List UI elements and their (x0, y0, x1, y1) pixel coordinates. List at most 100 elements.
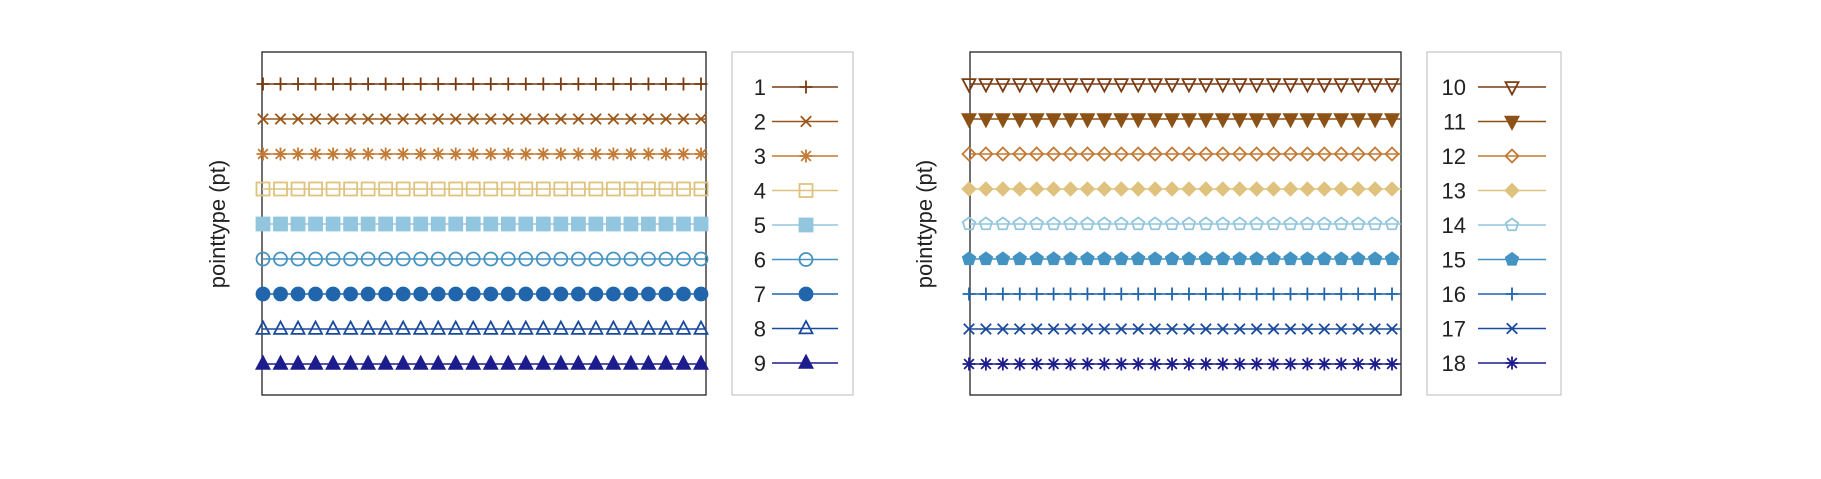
series-point-marker (1283, 216, 1298, 231)
legend-label: 9 (754, 351, 766, 376)
series-point-marker (1013, 287, 1027, 301)
series-point-marker (465, 181, 481, 197)
series-point-marker (553, 286, 569, 302)
series-point-marker (1096, 181, 1113, 197)
series-point-marker (502, 113, 515, 125)
legend-marker (798, 319, 814, 335)
series-point-marker (360, 216, 376, 232)
legend-label: 6 (754, 248, 766, 273)
legend-layer: 10 11 12 13 14 15 16 17 18 (1442, 75, 1546, 376)
series-point-marker (1063, 251, 1078, 266)
legend-box (1426, 51, 1562, 396)
series-point-marker (535, 286, 551, 302)
series-point-marker (1231, 78, 1248, 94)
series-point-marker (1384, 251, 1400, 266)
series-point-marker (1368, 287, 1382, 301)
legend-entry-2: 2 (754, 110, 838, 135)
legend-label: 2 (754, 110, 766, 135)
series-point-marker (413, 251, 429, 267)
series-point-marker (694, 147, 708, 161)
series-point-marker (395, 251, 411, 267)
series-point-marker (1316, 78, 1333, 94)
series-16 (962, 287, 1401, 301)
series-point-marker (467, 113, 480, 125)
series-point-marker (1282, 113, 1299, 129)
series-point-marker (1165, 287, 1179, 301)
series-point-marker (1045, 181, 1062, 197)
series-point-marker (1028, 181, 1045, 197)
series-point-marker (1248, 146, 1265, 162)
series-point-marker (1164, 216, 1180, 231)
series-point-marker (623, 181, 639, 197)
series-point-marker (1164, 113, 1181, 129)
series-point-marker (961, 251, 977, 266)
series-point-marker (963, 323, 975, 335)
series-point-marker (344, 77, 358, 91)
series-point-marker (978, 146, 994, 162)
series-point-marker (1063, 216, 1078, 231)
series-point-marker (500, 216, 516, 232)
series-point-marker (535, 319, 552, 335)
series-point-marker (395, 319, 412, 335)
series-point-marker (1333, 113, 1350, 129)
series-point-marker (589, 77, 603, 91)
series-point-marker (994, 113, 1011, 129)
series-point-marker (659, 77, 673, 91)
legend-marker (1504, 81, 1520, 97)
series-point-marker (325, 216, 341, 232)
series-point-marker (1334, 357, 1348, 371)
series-point-marker (962, 287, 976, 301)
series-point-marker (1098, 323, 1111, 335)
series-point-marker (414, 77, 428, 91)
series-point-marker (1166, 323, 1178, 335)
legend-entry-18: 18 (1442, 351, 1546, 376)
legend-marker (798, 353, 814, 369)
series-point-marker (519, 113, 532, 125)
series-point-marker (484, 113, 497, 125)
series-point-marker (1130, 146, 1146, 162)
series-point-marker (606, 77, 620, 91)
series-point-marker (1165, 357, 1179, 371)
series-point-marker (414, 113, 427, 125)
y-axis-label: pointtype (pt) (205, 160, 230, 288)
series-point-marker (588, 286, 604, 302)
series-point-marker (395, 181, 411, 197)
series-point-marker (290, 286, 306, 302)
series-point-marker (308, 286, 323, 302)
series-point-marker (1079, 181, 1096, 197)
series-point-marker (431, 147, 445, 161)
series-point-marker (466, 147, 480, 161)
series-point-marker (308, 216, 323, 232)
series-point-marker (326, 147, 340, 161)
series-point-marker (1197, 78, 1214, 94)
series-point-marker (1198, 146, 1214, 162)
series-point-marker (570, 354, 587, 370)
series-point-marker (536, 147, 550, 161)
series-9 (255, 354, 709, 370)
series-point-marker (1180, 113, 1197, 129)
series-point-marker (290, 251, 306, 267)
series-point-marker (309, 77, 323, 91)
series-point-marker (395, 286, 411, 302)
series-point-marker (1147, 181, 1163, 197)
series-point-marker (1367, 113, 1384, 129)
series-point-marker (1351, 357, 1365, 371)
series-point-marker (430, 354, 447, 370)
series-point-marker (1248, 181, 1265, 197)
series-point-marker (1029, 251, 1044, 266)
legend-label: 14 (1442, 213, 1466, 238)
series-point-marker (1097, 357, 1111, 371)
series-point-marker (995, 181, 1011, 197)
series-point-marker (1300, 287, 1314, 301)
series-point-marker (1367, 216, 1383, 231)
series-point-marker (482, 319, 499, 335)
legend-label: 10 (1442, 75, 1466, 100)
series-point-marker (995, 216, 1011, 231)
series-point-marker (1197, 113, 1214, 129)
series-point-marker (660, 113, 672, 125)
series-point-marker (1028, 78, 1045, 94)
series-point-marker (1249, 251, 1264, 266)
series-point-marker (1028, 113, 1045, 129)
series-point-marker (571, 77, 585, 91)
series-point-marker (1250, 323, 1263, 335)
